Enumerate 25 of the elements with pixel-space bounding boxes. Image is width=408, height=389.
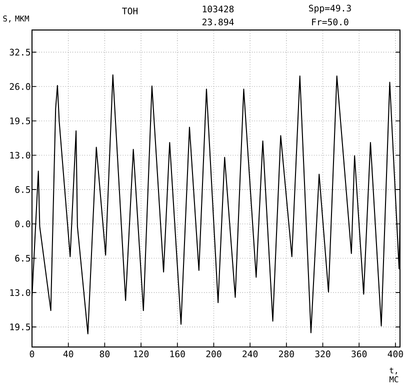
y-tick-label: 13.0 (10, 152, 30, 159)
y-tick-label: 26.0 (10, 83, 30, 90)
y-tick-label: 6.5 (15, 254, 30, 262)
chart-title: ТОН (122, 8, 138, 14)
y-tick-label: 19.5 (10, 324, 30, 330)
x-tick-label: 160 (170, 350, 185, 358)
x-tick-label: 360 (352, 350, 367, 358)
text: 103428 (202, 6, 234, 12)
text: Spp=49.3 (309, 4, 351, 14)
y-tick-label: 32.5 (10, 48, 30, 56)
y-tick-label: 0.0 (15, 220, 30, 228)
y-tick-label: 19.5 (10, 117, 30, 124)
x-tick-label: 80 (100, 350, 110, 358)
x-tick-label: 240 (242, 350, 258, 358)
y-tick-label: 6.5 (15, 186, 30, 193)
x-tick-label: 120 (134, 350, 149, 358)
text: Fr=50.0 (312, 18, 348, 26)
x-tick-label: 400 (388, 350, 403, 358)
x-tick-label: 280 (278, 350, 294, 358)
x-tick-label: 200 (206, 350, 222, 358)
x-tick-label: 40 (63, 350, 74, 358)
x-tick-label: 0 (30, 350, 34, 358)
x-tick-label: 320 (315, 350, 330, 358)
y-tick-label: 13.0 (10, 289, 30, 296)
text: 23.894 (202, 18, 234, 26)
